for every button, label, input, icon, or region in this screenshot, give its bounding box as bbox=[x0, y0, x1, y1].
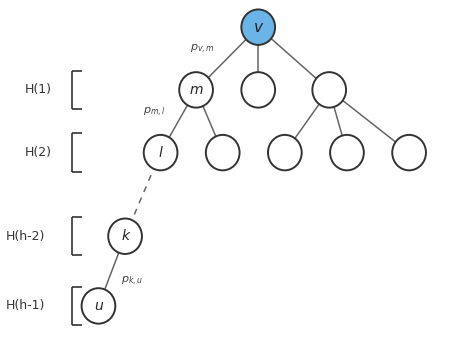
Text: l: l bbox=[159, 145, 163, 160]
Text: v: v bbox=[254, 20, 263, 35]
Ellipse shape bbox=[179, 72, 213, 108]
Text: H(2): H(2) bbox=[25, 146, 52, 159]
Text: u: u bbox=[94, 299, 103, 313]
Ellipse shape bbox=[330, 135, 364, 170]
Ellipse shape bbox=[268, 135, 302, 170]
Text: H(h-1): H(h-1) bbox=[6, 299, 45, 313]
Ellipse shape bbox=[206, 135, 239, 170]
Ellipse shape bbox=[241, 72, 275, 108]
Text: $p_{m,l}$: $p_{m,l}$ bbox=[143, 106, 165, 119]
Text: $p_{v,m}$: $p_{v,m}$ bbox=[191, 43, 215, 56]
Ellipse shape bbox=[144, 135, 177, 170]
Text: m: m bbox=[189, 83, 203, 97]
Ellipse shape bbox=[108, 218, 142, 254]
Ellipse shape bbox=[312, 72, 346, 108]
Text: k: k bbox=[121, 229, 129, 243]
Text: H(1): H(1) bbox=[25, 84, 52, 96]
Ellipse shape bbox=[392, 135, 426, 170]
Text: H(h-2): H(h-2) bbox=[6, 230, 45, 243]
Ellipse shape bbox=[241, 10, 275, 45]
Ellipse shape bbox=[82, 288, 115, 324]
Text: $p_{k,u}$: $p_{k,u}$ bbox=[121, 275, 143, 288]
